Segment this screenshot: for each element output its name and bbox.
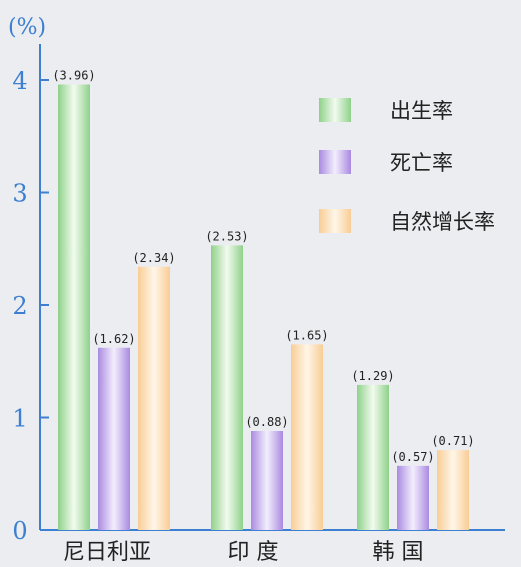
y-tick-label: 4 <box>12 67 27 95</box>
bar-0-0 <box>58 84 90 530</box>
bar-value-label: (1.62) <box>92 332 135 346</box>
bar-2-0 <box>138 266 170 530</box>
y-tick-label: 2 <box>12 292 27 320</box>
bar-value-label: (0.57) <box>391 450 434 464</box>
y-tick-label: 0 <box>12 517 27 545</box>
category-label: 韩 国 <box>373 540 424 565</box>
bar-value-label: (0.71) <box>431 434 474 448</box>
y-tick-label: 1 <box>12 405 27 433</box>
legend-label: 死亡率 <box>390 151 453 175</box>
legend-swatch <box>319 150 351 174</box>
bar-2-1 <box>291 344 323 530</box>
bar-value-label: (1.29) <box>351 369 394 383</box>
bar-value-label: (1.65) <box>285 328 328 342</box>
bar-1-1 <box>251 431 283 530</box>
bar-value-label: (0.88) <box>245 415 288 429</box>
legend-label: 出生率 <box>390 99 453 123</box>
bar-2-2 <box>437 450 469 530</box>
bar-value-label: (3.96) <box>52 69 95 83</box>
bar-value-label: (2.53) <box>205 229 248 243</box>
legend-swatch <box>319 209 351 233</box>
bar-value-label: (2.34) <box>132 251 175 265</box>
bar-1-0 <box>98 347 130 530</box>
bar-1-2 <box>397 465 429 530</box>
legend-label: 自然增长率 <box>390 210 495 234</box>
category-label: 印 度 <box>228 540 279 565</box>
bar-0-1 <box>211 245 243 530</box>
category-label: 尼日利亚 <box>63 540 151 565</box>
y-tick-label: 3 <box>12 180 27 208</box>
y-axis-unit: (%) <box>8 15 46 40</box>
bar-0-2 <box>357 384 389 530</box>
legend-swatch <box>319 98 351 122</box>
